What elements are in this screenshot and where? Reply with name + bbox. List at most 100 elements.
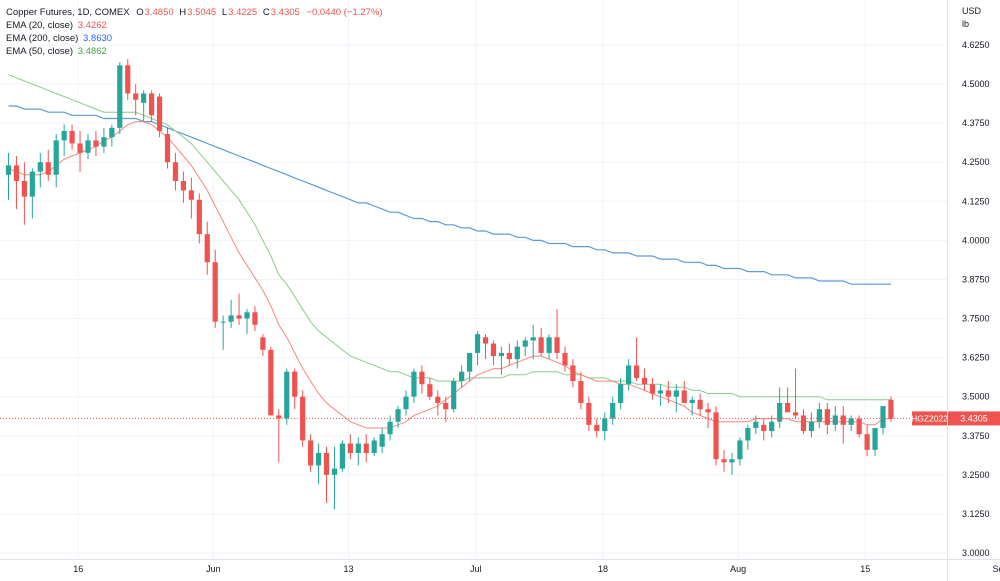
candle-up bbox=[371, 440, 377, 453]
candle-up bbox=[61, 130, 67, 141]
candle-up bbox=[284, 371, 290, 419]
candle-down bbox=[77, 143, 83, 153]
candle-up bbox=[737, 440, 743, 460]
candle-down bbox=[252, 312, 258, 325]
legend-low-value: 3.4225 bbox=[228, 7, 258, 18]
time-tick-label: Aug bbox=[730, 564, 746, 574]
candle-down bbox=[196, 199, 202, 235]
candle-down bbox=[419, 371, 425, 385]
candle-down bbox=[268, 349, 274, 416]
candle-down bbox=[840, 415, 846, 425]
time-tick-label: 18 bbox=[598, 564, 608, 574]
candle-down bbox=[164, 134, 171, 163]
legend-ema200-value: 3.8630 bbox=[82, 33, 113, 44]
candle-up bbox=[769, 421, 775, 432]
price-tick-label: 3.3750 bbox=[962, 431, 990, 441]
symbol-tag bbox=[912, 411, 947, 426]
legend-low-label: L bbox=[221, 7, 228, 18]
candle-down bbox=[721, 459, 727, 463]
candle-down bbox=[665, 390, 671, 397]
candle-up bbox=[816, 409, 822, 422]
candle-down bbox=[761, 424, 767, 432]
candle-down bbox=[180, 180, 186, 191]
time-tick-label: Sep bbox=[992, 564, 1000, 574]
legend-close-value: 3.4305 bbox=[270, 7, 300, 18]
candle-down bbox=[427, 384, 433, 397]
candle-up bbox=[546, 337, 552, 353]
candle-down bbox=[125, 65, 131, 94]
price-tick-label: 4.0000 bbox=[962, 235, 990, 245]
ema200-line bbox=[8, 105, 891, 285]
legend-ema50-label: EMA (50, close) bbox=[6, 46, 74, 57]
candle-up bbox=[53, 140, 59, 175]
candle-up bbox=[474, 334, 481, 353]
candle-down bbox=[13, 165, 20, 181]
candle-down bbox=[594, 424, 600, 432]
candle-down bbox=[236, 315, 242, 319]
candle-up bbox=[395, 409, 401, 422]
time-tick-label: Jun bbox=[206, 564, 221, 574]
candle-up bbox=[530, 337, 536, 341]
candle-down bbox=[713, 412, 719, 460]
legend-ema200-label: EMA (200, close) bbox=[6, 33, 79, 44]
time-axis[interactable]: 16Jun13Jul18Aug15Sep19Oct17Nov bbox=[73, 564, 1000, 574]
candle-up bbox=[37, 162, 43, 172]
symbol-tag-label: HGZ2022 bbox=[911, 413, 948, 423]
candle-down bbox=[156, 96, 163, 131]
candle-up bbox=[85, 140, 91, 153]
candle-down bbox=[506, 352, 512, 360]
candle-up bbox=[220, 321, 226, 323]
price-axis-unit: lb bbox=[962, 19, 969, 29]
candle-down bbox=[570, 365, 576, 382]
candle-down bbox=[697, 399, 703, 410]
candle-up bbox=[880, 406, 886, 428]
candle-up bbox=[5, 165, 12, 175]
price-tick-label: 3.8750 bbox=[962, 274, 990, 284]
time-tick-label: 15 bbox=[860, 564, 870, 574]
candle-up bbox=[109, 127, 115, 138]
legend: Copper Futures, 1D, COMEX O3.4850 H3.504… bbox=[6, 6, 383, 58]
candle-down bbox=[292, 371, 298, 397]
ema20-line bbox=[8, 121, 891, 429]
candle-up bbox=[331, 468, 338, 475]
candle-down bbox=[45, 162, 51, 175]
candle-down bbox=[276, 415, 282, 419]
candle-down bbox=[490, 343, 497, 357]
candle-up bbox=[745, 427, 751, 441]
candle-up bbox=[626, 365, 632, 385]
price-axis-currency: USD bbox=[962, 6, 982, 16]
price-axis[interactable]: USD lb 4.6250 4.5000 4.3750 4.2500 4.1250 4.0… bbox=[962, 6, 990, 558]
candle-down bbox=[633, 365, 640, 378]
candle-down bbox=[188, 190, 194, 200]
legend-high-value: 3.5045 bbox=[187, 7, 217, 18]
legend-title: Copper Futures, 1D, COMEX bbox=[6, 7, 130, 18]
candle-down bbox=[538, 337, 544, 353]
candle-up bbox=[610, 402, 616, 419]
price-tick-label: 3.0000 bbox=[962, 548, 990, 558]
time-tick-label: Jul bbox=[470, 564, 482, 574]
candle-down bbox=[300, 396, 306, 441]
candle-down bbox=[435, 396, 441, 403]
candle-down bbox=[888, 399, 894, 419]
candle-down bbox=[482, 337, 489, 344]
candle-up bbox=[244, 312, 250, 319]
price-tick-label: 4.6250 bbox=[962, 40, 990, 50]
candle-down bbox=[363, 443, 369, 453]
candle-up bbox=[459, 371, 465, 382]
candle-up bbox=[808, 421, 815, 432]
current-price-tag: HGZ2022 3.4305 bbox=[911, 411, 1000, 426]
ema50-line bbox=[8, 74, 891, 401]
candle-down bbox=[856, 418, 862, 435]
time-tick-label: 16 bbox=[73, 564, 83, 574]
candle-down bbox=[792, 412, 799, 416]
candle-down bbox=[641, 377, 648, 385]
legend-ema20-row: EMA (20, close) 3.4262 bbox=[6, 19, 383, 32]
candle-down bbox=[212, 262, 218, 322]
time-tick-label: 13 bbox=[344, 564, 354, 574]
candle-down bbox=[578, 381, 584, 403]
price-tick-label: 3.2500 bbox=[962, 470, 990, 480]
price-tick-label: 3.5000 bbox=[962, 392, 990, 402]
legend-ema20-label: EMA (20, close) bbox=[6, 20, 74, 31]
candle-up bbox=[777, 402, 783, 422]
